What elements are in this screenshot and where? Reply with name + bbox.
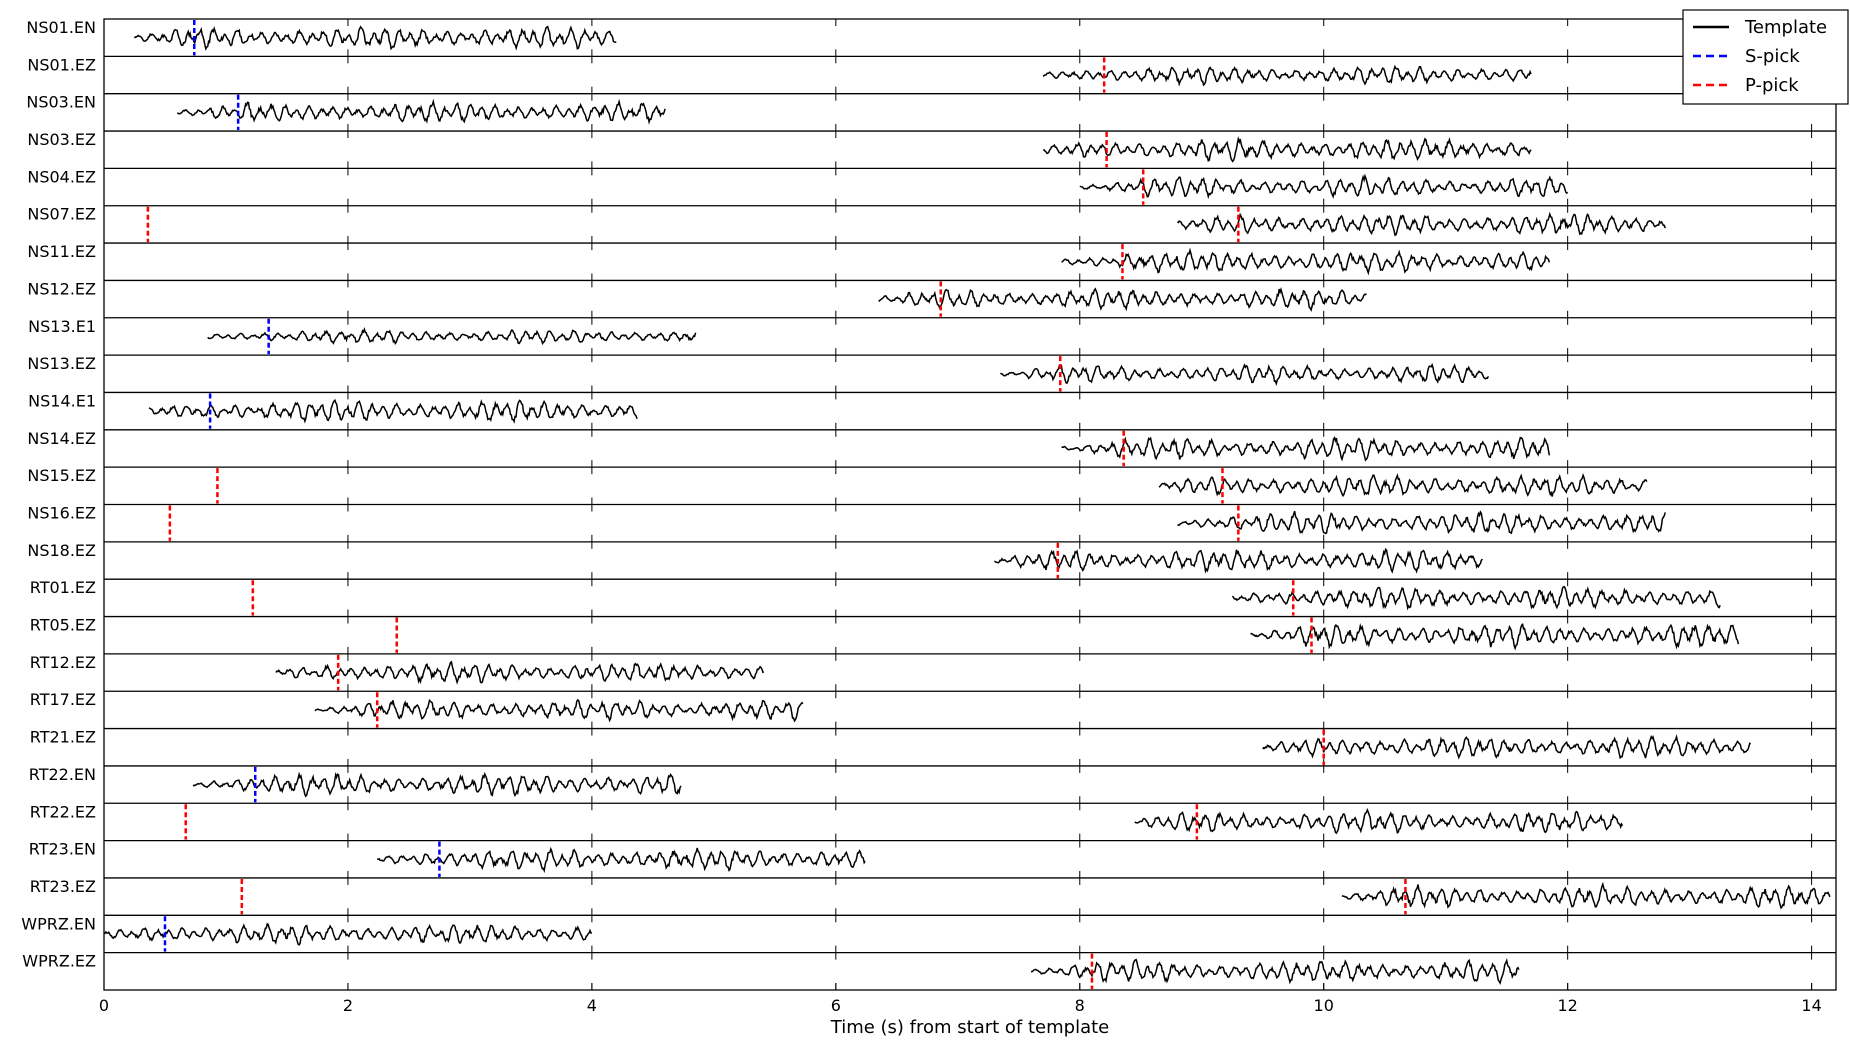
template-trace xyxy=(103,922,593,946)
template-trace xyxy=(1176,211,1666,237)
template-trace xyxy=(1079,173,1569,200)
channel-label: RT01.EZ xyxy=(30,578,96,597)
channel-label: NS15.EZ xyxy=(27,466,96,485)
template-trace xyxy=(1061,435,1551,462)
template-trace xyxy=(176,98,666,125)
template-trace xyxy=(133,25,617,51)
x-tick-label: 12 xyxy=(1557,996,1577,1015)
template-trace xyxy=(1177,510,1666,535)
channel-label: NS12.EZ xyxy=(27,279,96,298)
channel-label: NS03.EZ xyxy=(27,130,96,149)
legend-label: S-pick xyxy=(1745,46,1800,67)
template-trace xyxy=(1061,247,1551,276)
x-tick-label: 4 xyxy=(587,996,597,1015)
template-trace xyxy=(314,698,804,723)
channel-label: NS04.EZ xyxy=(27,167,96,186)
template-trace xyxy=(878,286,1367,312)
legend-label: Template xyxy=(1744,17,1827,38)
template-trace xyxy=(192,771,682,798)
channel-label: NS11.EZ xyxy=(27,242,96,261)
channel-label: RT22.EN xyxy=(29,765,96,784)
channel-label: RT05.EZ xyxy=(30,616,96,635)
template-trace xyxy=(1341,881,1831,910)
template-trace xyxy=(1158,472,1648,498)
template-trace xyxy=(1042,135,1532,163)
template-trace xyxy=(1134,807,1624,835)
channel-label: RT23.EZ xyxy=(30,877,96,896)
template-trace xyxy=(1262,734,1752,760)
x-tick-label: 14 xyxy=(1801,996,1821,1015)
template-trace xyxy=(148,398,638,424)
x-tick-label: 2 xyxy=(343,996,353,1015)
channel-label: NS01.EN xyxy=(26,18,96,37)
channel-label: NS14.E1 xyxy=(28,391,96,410)
channel-label: WPRZ.EZ xyxy=(22,952,96,971)
channel-label: NS18.EZ xyxy=(27,541,96,560)
template-trace xyxy=(1250,622,1740,651)
channel-label: RT12.EZ xyxy=(30,653,96,672)
channel-label: NS03.EN xyxy=(26,93,96,112)
x-tick-label: 8 xyxy=(1075,996,1085,1015)
template-trace xyxy=(1042,64,1532,87)
template-trace xyxy=(275,660,765,685)
channel-label: RT21.EZ xyxy=(30,728,96,747)
template-trace xyxy=(1000,362,1490,387)
channel-label: RT22.EZ xyxy=(30,802,96,821)
channel-label: NS01.EZ xyxy=(27,55,96,74)
template-trace xyxy=(1231,585,1721,611)
x-axis: 0 2 4 6 8 10 12 14 xyxy=(99,983,1822,1015)
channel-label: NS07.EZ xyxy=(27,205,96,224)
legend: Template S-pick P-pick xyxy=(1682,9,1849,105)
channel-label: WPRZ.EN xyxy=(21,914,96,933)
x-axis-label: Time (s) from start of template xyxy=(830,1017,1110,1038)
x-tick-label: 0 xyxy=(99,996,109,1015)
template-trace xyxy=(1030,958,1520,985)
channel-label: RT23.EN xyxy=(29,840,96,859)
trace-rows: NS01.EN NS01.EZ NS03.EN NS03.EZ NS04.EZ NS07.… xyxy=(21,18,1837,991)
channel-label: NS13.EZ xyxy=(27,354,96,373)
template-trace xyxy=(994,547,1483,574)
template-trace xyxy=(377,846,866,874)
channel-label: NS14.EZ xyxy=(27,429,96,448)
channel-label: NS13.E1 xyxy=(28,317,96,336)
x-tick-label: 6 xyxy=(831,996,841,1015)
legend-label: P-pick xyxy=(1745,75,1799,96)
channel-label: RT17.EZ xyxy=(30,690,96,709)
x-tick-label: 10 xyxy=(1314,996,1334,1015)
channel-label: NS16.EZ xyxy=(27,504,96,523)
template-trace xyxy=(207,326,697,346)
